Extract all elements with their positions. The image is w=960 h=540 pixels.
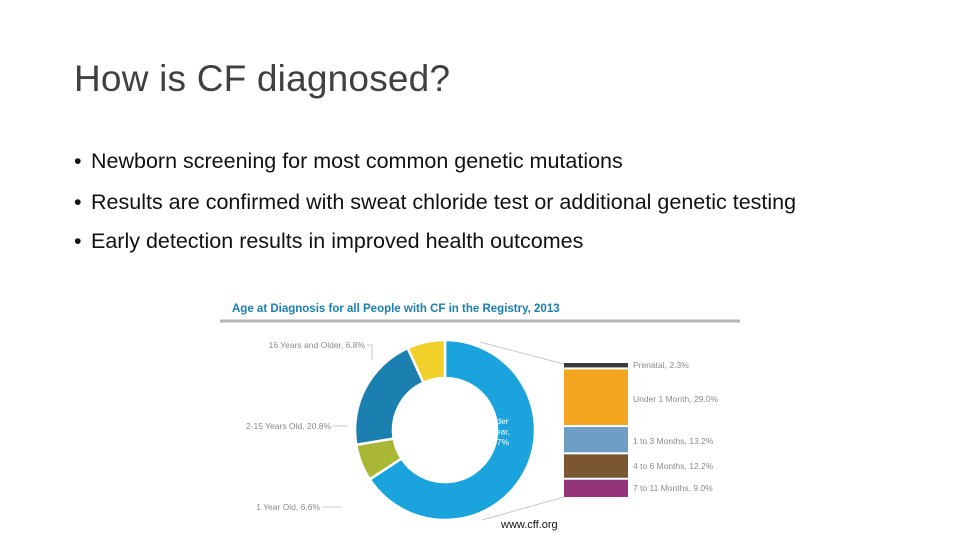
bullet-list: • Newborn screening for most common genet… (74, 148, 894, 269)
breakdown-segment (564, 363, 628, 368)
diagnosis-age-chart: Age at Diagnosis for all People with CF … (220, 294, 740, 526)
donut-label-connector (367, 344, 373, 360)
breakdown-connector (481, 496, 565, 521)
breakdown-label: 7 to 11 Months, 9.0% (633, 483, 713, 493)
donut-slice-label: 16 Years and Older, 6.8% (269, 340, 366, 350)
chart-title: Age at Diagnosis for all People with CF … (232, 303, 560, 315)
donut-slice (367, 338, 537, 522)
bullet-glyph: • (74, 190, 82, 214)
bullet-glyph: • (74, 149, 82, 173)
breakdown-label: Under 1 Month, 29.0% (633, 394, 718, 404)
breakdown-label: Prenatal, 2.3% (633, 360, 689, 370)
bullet-text: Newborn screening for most common geneti… (91, 149, 623, 173)
center-label-line: Under (485, 416, 508, 426)
source-url: www.cff.org (501, 519, 558, 531)
breakdown-bar (479, 341, 628, 521)
bullet-text: Results are confirmed with sweat chlorid… (91, 190, 797, 214)
breakdown-label: 1 to 3 Months, 13.2% (633, 436, 714, 446)
breakdown-segment (564, 427, 628, 453)
donut-slice-label: 1 Year Old, 6.6% (256, 502, 320, 512)
bullet-item: • Results are confirmed with sweat chlori… (74, 189, 894, 216)
donut-chart (353, 338, 537, 522)
slide-title: How is CF diagnosed? (74, 58, 451, 99)
donut-slice (406, 338, 447, 385)
bullet-text: Early detection results in improved heal… (91, 229, 584, 253)
donut-slice-label: 2-15 Years Old, 20.8% (246, 421, 332, 431)
bullet-glyph: • (74, 229, 82, 253)
donut-labels: 1 Year Old, 6.6% 2-15 Years Old, 20.8% 16 … (246, 340, 373, 512)
center-label-line: 65.7% (485, 437, 510, 447)
bullet-item: • Newborn screening for most common genet… (74, 148, 894, 175)
bullet-item: • Early detection results in improved hea… (74, 228, 894, 255)
breakdown-segment (564, 479, 628, 497)
breakdown-segment (564, 369, 628, 426)
breakdown-label: 4 to 6 Months, 12.2% (633, 461, 714, 471)
center-label-line: 1 Year, (484, 427, 510, 437)
breakdown-connector (479, 341, 565, 365)
breakdown-labels: Prenatal, 2.3% Under 1 Month, 29.0% 1 to 3… (633, 360, 718, 493)
breakdown-segment (564, 454, 628, 478)
